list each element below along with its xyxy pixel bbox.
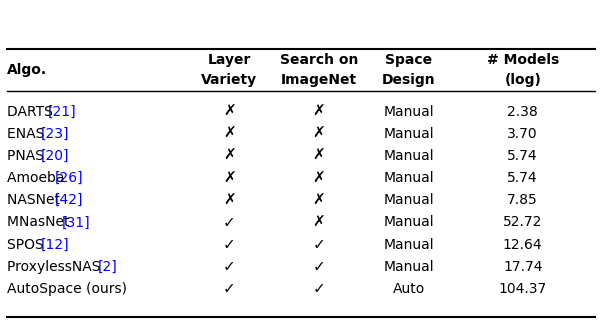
Text: Variety: Variety (201, 72, 257, 87)
Text: Design: Design (382, 72, 436, 87)
Text: Manual: Manual (383, 215, 434, 229)
Text: [20]: [20] (40, 149, 69, 163)
Text: ✗: ✗ (223, 126, 235, 141)
Text: ✓: ✓ (223, 237, 235, 252)
Text: [12]: [12] (40, 238, 69, 251)
Text: Auto: Auto (393, 282, 425, 296)
Text: 17.74: 17.74 (503, 260, 542, 274)
Text: 12.64: 12.64 (503, 238, 542, 251)
Text: ✓: ✓ (223, 259, 235, 274)
Text: 7.85: 7.85 (507, 193, 538, 207)
Text: PNAS: PNAS (7, 149, 49, 163)
Text: DARTS: DARTS (7, 105, 58, 118)
Text: [26]: [26] (55, 171, 83, 185)
Text: Search on: Search on (280, 53, 358, 67)
Text: (log): (log) (504, 72, 541, 87)
Text: [2]: [2] (98, 260, 117, 274)
Text: ProxylessNAS: ProxylessNAS (7, 260, 105, 274)
Text: ✗: ✗ (223, 171, 235, 185)
Text: [23]: [23] (40, 127, 69, 141)
Text: ENAS: ENAS (7, 127, 49, 141)
Text: ✓: ✓ (223, 215, 235, 230)
Text: Manual: Manual (383, 260, 434, 274)
Text: ✗: ✗ (312, 104, 325, 119)
Text: [21]: [21] (48, 105, 76, 118)
Text: Amoeba: Amoeba (7, 171, 69, 185)
Text: ✗: ✗ (312, 126, 325, 141)
Text: Manual: Manual (383, 127, 434, 141)
Text: Layer: Layer (208, 53, 251, 67)
Text: [31]: [31] (62, 215, 90, 229)
Text: Manual: Manual (383, 105, 434, 118)
Text: 52.72: 52.72 (503, 215, 542, 229)
Text: ✗: ✗ (312, 193, 325, 208)
Text: Manual: Manual (383, 238, 434, 251)
Text: Manual: Manual (383, 193, 434, 207)
Text: ✓: ✓ (223, 281, 235, 296)
Text: 5.74: 5.74 (507, 149, 538, 163)
Text: SPOS: SPOS (7, 238, 49, 251)
Text: NASNet: NASNet (7, 193, 65, 207)
Text: 3.70: 3.70 (507, 127, 538, 141)
Text: Manual: Manual (383, 171, 434, 185)
Text: ✗: ✗ (312, 171, 325, 185)
Text: [42]: [42] (55, 193, 83, 207)
Text: 104.37: 104.37 (498, 282, 547, 296)
Text: Algo.: Algo. (7, 63, 48, 77)
Text: # Models: # Models (486, 53, 559, 67)
Text: ImageNet: ImageNet (281, 72, 357, 87)
Text: ✗: ✗ (312, 215, 325, 230)
Text: ✗: ✗ (223, 148, 235, 163)
Text: ✗: ✗ (223, 193, 235, 208)
Text: 2.38: 2.38 (507, 105, 538, 118)
Text: ✓: ✓ (312, 281, 325, 296)
Text: AutoSpace (ours): AutoSpace (ours) (7, 282, 128, 296)
Text: ✓: ✓ (312, 237, 325, 252)
Text: ✗: ✗ (312, 148, 325, 163)
Text: Manual: Manual (383, 149, 434, 163)
Text: 5.74: 5.74 (507, 171, 538, 185)
Text: Space: Space (385, 53, 432, 67)
Text: MNasNet: MNasNet (7, 215, 74, 229)
Text: ✗: ✗ (223, 104, 235, 119)
Text: ✓: ✓ (312, 259, 325, 274)
